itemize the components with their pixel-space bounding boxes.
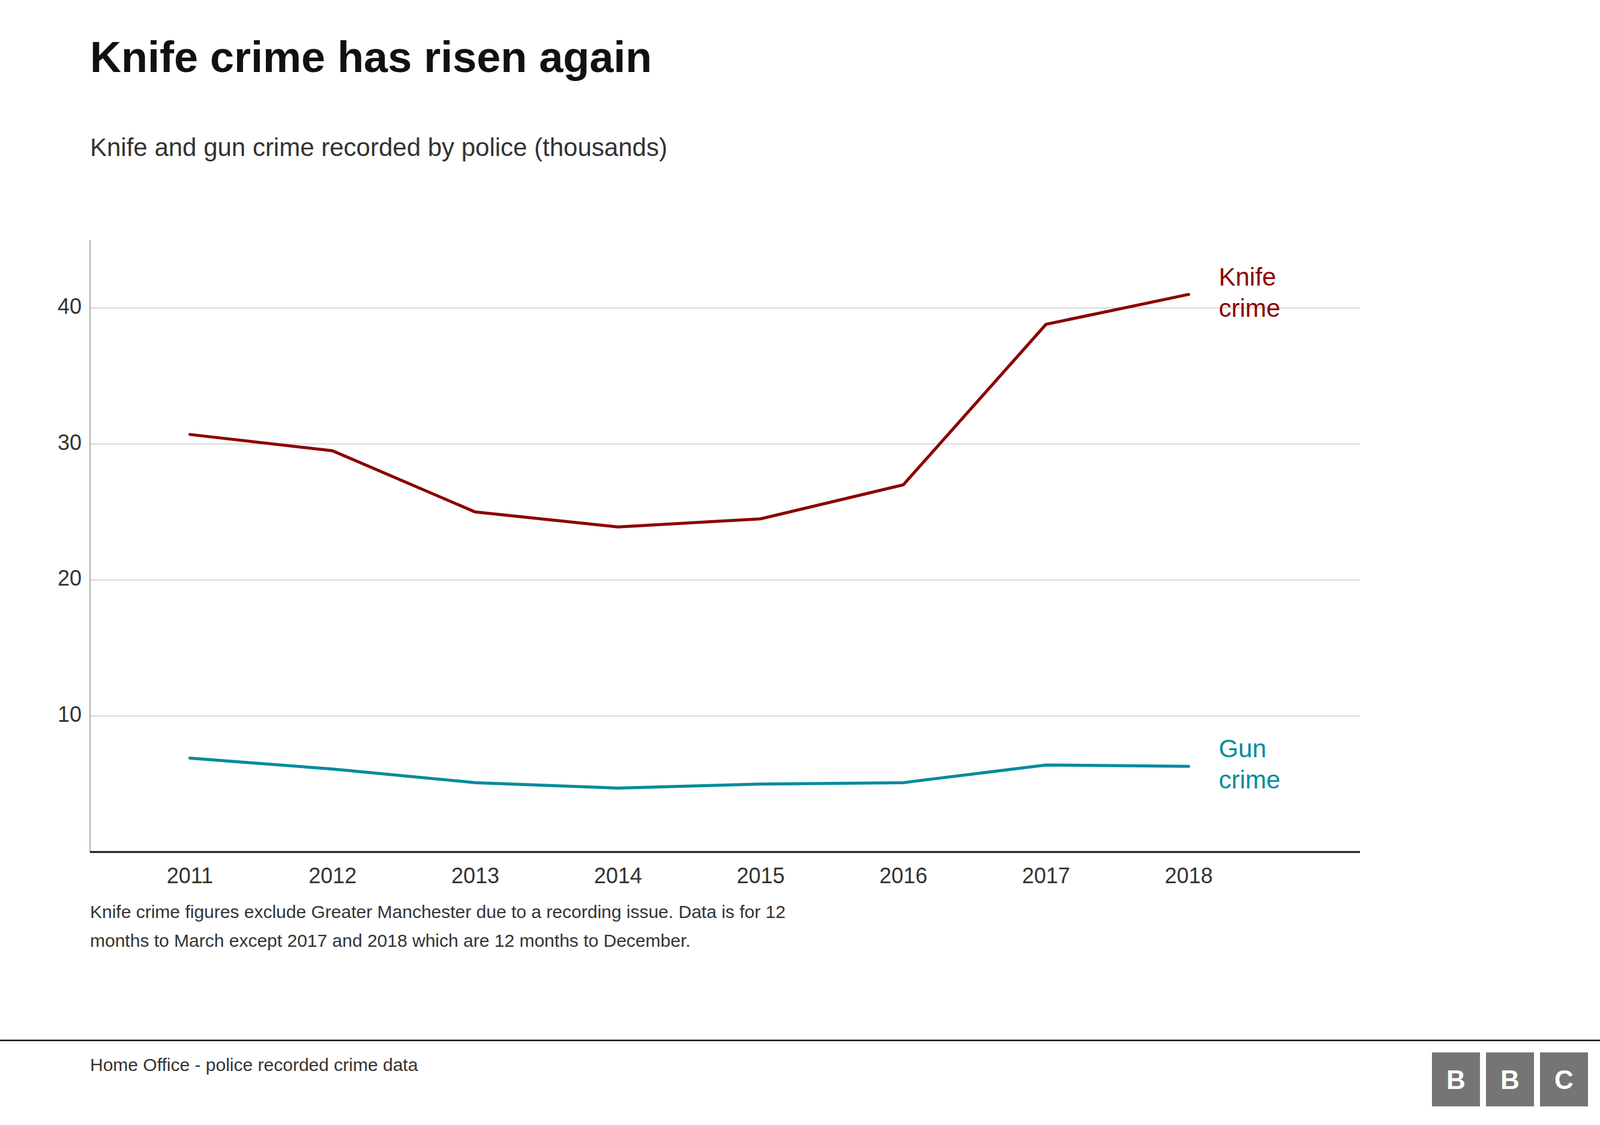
y-tick-label: 20 <box>57 565 82 591</box>
logo-box <box>1485 1052 1534 1107</box>
lines <box>189 294 1189 789</box>
logo-letter: B <box>1446 1065 1466 1095</box>
grid <box>90 307 1360 853</box>
x-tick-label: 2013 <box>451 863 500 889</box>
separator <box>0 1040 1600 1042</box>
grid-line <box>90 307 1360 310</box>
footnote: Knife crime figures exclude Greater Manc… <box>90 902 786 922</box>
footnote: months to March except 2017 and 2018 whi… <box>90 930 691 951</box>
subtitle: Knife and gun crime recorded by police (… <box>90 133 668 162</box>
source: Home Office - police recorded crime data <box>90 1055 419 1075</box>
logo-box <box>1431 1052 1480 1107</box>
grid-line <box>90 851 1360 853</box>
series-label-line: crime <box>1218 294 1281 323</box>
grid-line <box>90 715 1360 718</box>
series-label-line: Gun <box>1218 734 1267 763</box>
x-tick-label: 2014 <box>594 863 643 889</box>
x-tick-label: 2017 <box>1022 863 1071 889</box>
x-axis-line <box>90 851 1360 854</box>
x-tick-label: 2018 <box>1164 863 1213 889</box>
series-label-line: crime <box>1218 765 1281 794</box>
y-axis-line <box>89 240 91 853</box>
series-label: Knifecrime <box>1218 262 1281 323</box>
x-tick-label: 2011 <box>166 863 214 889</box>
y-tick-label: 10 <box>57 702 82 727</box>
grid-line <box>90 579 1360 581</box>
series-label: Guncrime <box>1218 734 1281 794</box>
series-line <box>189 758 1189 789</box>
logo-letter: C <box>1554 1065 1574 1095</box>
x-tick-label: 2012 <box>308 863 357 889</box>
series-line <box>189 294 1189 528</box>
series-label-line: Knife <box>1218 262 1277 292</box>
logo-box <box>1539 1052 1588 1107</box>
x-tick-label: 2016 <box>879 863 928 889</box>
title: Knife crime has risen again <box>90 33 652 82</box>
y-tick-label: 40 <box>57 294 82 319</box>
background <box>0 0 1600 1125</box>
y-tick-label: 30 <box>57 430 82 455</box>
logo-letter: B <box>1500 1065 1520 1095</box>
chart: Knife crime has risen again Knife and gun… <box>0 0 1600 1125</box>
x-tick-label: 2015 <box>736 863 785 889</box>
